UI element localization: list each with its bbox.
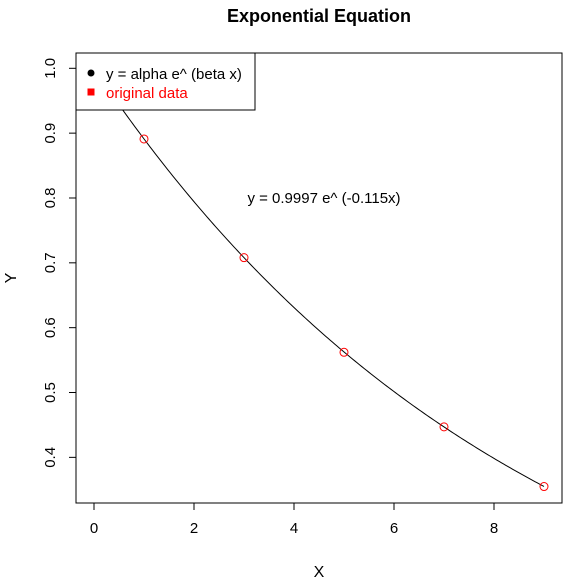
data-point [239, 253, 249, 263]
legend-label-data: original data [106, 85, 188, 102]
y-tick-label: 1.0 [42, 58, 59, 79]
legend-dot-marker [87, 69, 95, 77]
y-tick-label: 0.7 [42, 252, 59, 273]
equation-annotation: y = 0.9997 e^ (-0.115x) [247, 190, 400, 207]
legend-box [75, 52, 256, 111]
data-point [139, 134, 149, 144]
y-tick-label: 0.9 [42, 123, 59, 144]
annotation-layer: y = 0.9997 e^ (-0.115x) [247, 190, 400, 207]
data-point [339, 347, 349, 357]
legend-square-marker [87, 88, 95, 96]
y-axis: 0.4 0.5 0.6 0.7 0.8 0.9 1.0 [42, 58, 77, 468]
fitted-curve-line [93, 68, 545, 487]
data-point [439, 422, 449, 432]
chart-title: Exponential Equation [227, 6, 411, 26]
y-axis-title: Y [3, 272, 20, 283]
x-axis: 0 2 4 6 8 [90, 502, 498, 537]
x-tick-label: 8 [490, 520, 498, 537]
y-tick-label: 0.4 [42, 447, 59, 468]
x-tick-label: 6 [390, 520, 398, 537]
legend-label-fit: y = alpha e^ (beta x) [106, 66, 242, 83]
legend: y = alpha e^ (beta x) original data [75, 52, 256, 111]
data-point [539, 482, 549, 492]
x-tick-label: 2 [190, 520, 198, 537]
y-tick-label: 0.6 [42, 317, 59, 338]
plot-frame [75, 52, 563, 504]
x-axis-title: X [314, 564, 325, 581]
x-tick-label: 4 [290, 520, 298, 537]
y-tick-label: 0.8 [42, 188, 59, 209]
x-tick-label: 0 [90, 520, 98, 537]
data-points-layer [139, 134, 549, 492]
y-tick-label: 0.5 [42, 382, 59, 403]
fitted-curve-layer [93, 68, 545, 487]
